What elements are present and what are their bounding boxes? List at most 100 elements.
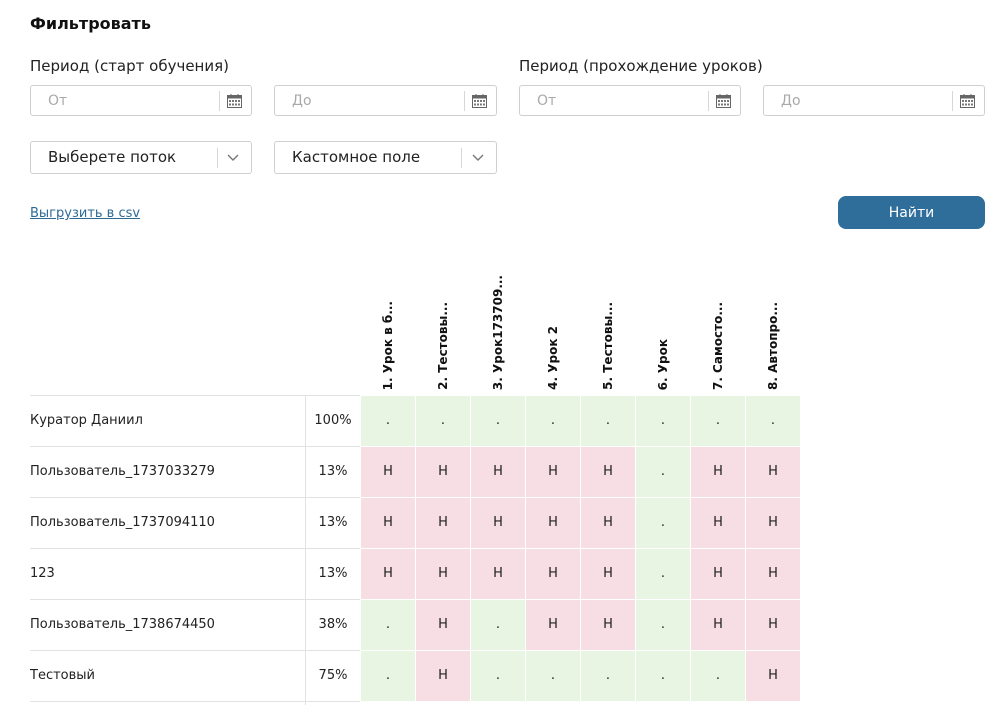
- lesson-cell-passed: .: [526, 651, 580, 701]
- lessons-from-field: [519, 85, 741, 116]
- lesson-cell-missed: Н: [416, 498, 470, 548]
- lesson-cell-missed: Н: [746, 447, 800, 497]
- start-from-input[interactable]: [31, 86, 219, 115]
- lesson-cell-passed: .: [636, 600, 690, 650]
- row-divider: [30, 395, 360, 396]
- lesson-cell-missed: Н: [581, 549, 635, 599]
- lesson-cell-missed: Н: [416, 549, 470, 599]
- lesson-cell-missed: Н: [526, 600, 580, 650]
- lesson-cell-passed: .: [691, 651, 745, 701]
- calendar-icon[interactable]: [472, 94, 487, 108]
- lesson-cell-passed: .: [746, 396, 800, 446]
- lesson-cell-missed: Н: [361, 447, 415, 497]
- period-lessons-label: Период (прохождение уроков): [519, 57, 763, 75]
- row-user-name: Пользователь_1737094110: [30, 515, 215, 530]
- column-header-label: 1. Урок в б...: [381, 300, 395, 390]
- lesson-cell-passed: .: [471, 396, 525, 446]
- row-percent: 13%: [318, 515, 348, 530]
- lesson-cell-missed: Н: [471, 498, 525, 548]
- column-header-label: 4. Урок 2: [546, 326, 560, 390]
- column-header: 4. Урок 2: [526, 270, 581, 394]
- lessons-to-input[interactable]: [764, 86, 952, 115]
- custom-field-select[interactable]: Кастомное поле: [274, 141, 497, 174]
- field-divider: [217, 148, 218, 168]
- stream-select-value: Выберете поток: [48, 148, 177, 166]
- field-divider: [464, 91, 465, 111]
- lesson-cell-missed: Н: [691, 549, 745, 599]
- lesson-cell-passed: .: [636, 549, 690, 599]
- lesson-cell-passed: .: [581, 396, 635, 446]
- row-percent: 13%: [318, 566, 348, 581]
- lesson-cell-passed: .: [361, 651, 415, 701]
- lesson-cell-passed: .: [636, 396, 690, 446]
- lesson-cell-missed: Н: [691, 447, 745, 497]
- start-from-field: [30, 85, 252, 116]
- column-header: 6. Урок: [636, 270, 691, 394]
- row-user-name: Пользователь_1738674450: [30, 617, 215, 632]
- lesson-cell-passed: .: [361, 600, 415, 650]
- row-divider: [30, 599, 360, 600]
- calendar-icon[interactable]: [227, 94, 242, 108]
- field-divider: [219, 91, 220, 111]
- field-divider: [708, 91, 709, 111]
- lesson-cell-missed: Н: [581, 600, 635, 650]
- column-header: 5. Тестовы...: [581, 270, 636, 394]
- start-to-field: [274, 85, 497, 116]
- field-divider: [952, 91, 953, 111]
- calendar-icon[interactable]: [960, 94, 975, 108]
- field-divider: [461, 148, 462, 168]
- export-csv-link[interactable]: Выгрузить в csv: [30, 206, 141, 221]
- column-header-label: 6. Урок: [656, 338, 670, 390]
- lessons-from-input[interactable]: [520, 86, 708, 115]
- row-divider: [30, 701, 360, 702]
- lesson-cell-missed: Н: [416, 651, 470, 701]
- lesson-cell-missed: Н: [526, 498, 580, 548]
- lesson-cell-passed: .: [691, 396, 745, 446]
- column-header-label: 3. Урок173709...: [491, 274, 505, 390]
- custom-field-select-value: Кастомное поле: [292, 148, 421, 166]
- lesson-cell-missed: Н: [361, 498, 415, 548]
- row-user-name: Тестовый: [30, 668, 95, 683]
- lesson-cell-missed: Н: [526, 549, 580, 599]
- filter-title: Фильтровать: [30, 14, 151, 33]
- lesson-cell-passed: .: [636, 447, 690, 497]
- column-header-label: 8. Автопро...: [766, 302, 780, 390]
- lesson-cell-missed: Н: [416, 447, 470, 497]
- lesson-cell-passed: .: [471, 600, 525, 650]
- row-user-name: 123: [30, 566, 55, 581]
- chevron-down-icon: [472, 154, 484, 161]
- lesson-cell-missed: Н: [581, 447, 635, 497]
- column-header: 7. Самосто...: [691, 270, 746, 394]
- column-header-label: 5. Тестовы...: [601, 302, 615, 390]
- column-header: 2. Тестовы...: [416, 270, 471, 394]
- lesson-cell-missed: Н: [746, 600, 800, 650]
- lesson-cell-missed: Н: [416, 600, 470, 650]
- stream-select[interactable]: Выберете поток: [30, 141, 252, 174]
- row-percent: 13%: [318, 464, 348, 479]
- row-percent: 38%: [318, 617, 348, 632]
- row-divider: [30, 497, 360, 498]
- chevron-down-icon: [227, 154, 239, 161]
- lesson-cell-missed: Н: [471, 447, 525, 497]
- start-to-input[interactable]: [275, 86, 464, 115]
- lesson-cell-missed: Н: [746, 498, 800, 548]
- lesson-cell-passed: .: [636, 498, 690, 548]
- lessons-to-field: [763, 85, 985, 116]
- column-header: 3. Урок173709...: [471, 270, 526, 394]
- row-divider: [30, 548, 360, 549]
- row-percent: 100%: [314, 413, 352, 428]
- row-percent: 75%: [318, 668, 348, 683]
- lesson-cell-passed: .: [636, 651, 690, 701]
- lesson-cell-passed: .: [416, 396, 470, 446]
- lesson-cell-passed: .: [581, 651, 635, 701]
- column-header: 1. Урок в б...: [361, 270, 416, 394]
- column-header-label: 2. Тестовы...: [436, 302, 450, 390]
- lesson-cell-missed: Н: [471, 549, 525, 599]
- period-start-label: Период (старт обучения): [30, 57, 229, 75]
- lesson-cell-missed: Н: [746, 651, 800, 701]
- calendar-icon[interactable]: [716, 94, 731, 108]
- find-button[interactable]: Найти: [838, 196, 985, 229]
- column-divider: [305, 395, 306, 705]
- lesson-cell-passed: .: [526, 396, 580, 446]
- column-header: 8. Автопро...: [746, 270, 801, 394]
